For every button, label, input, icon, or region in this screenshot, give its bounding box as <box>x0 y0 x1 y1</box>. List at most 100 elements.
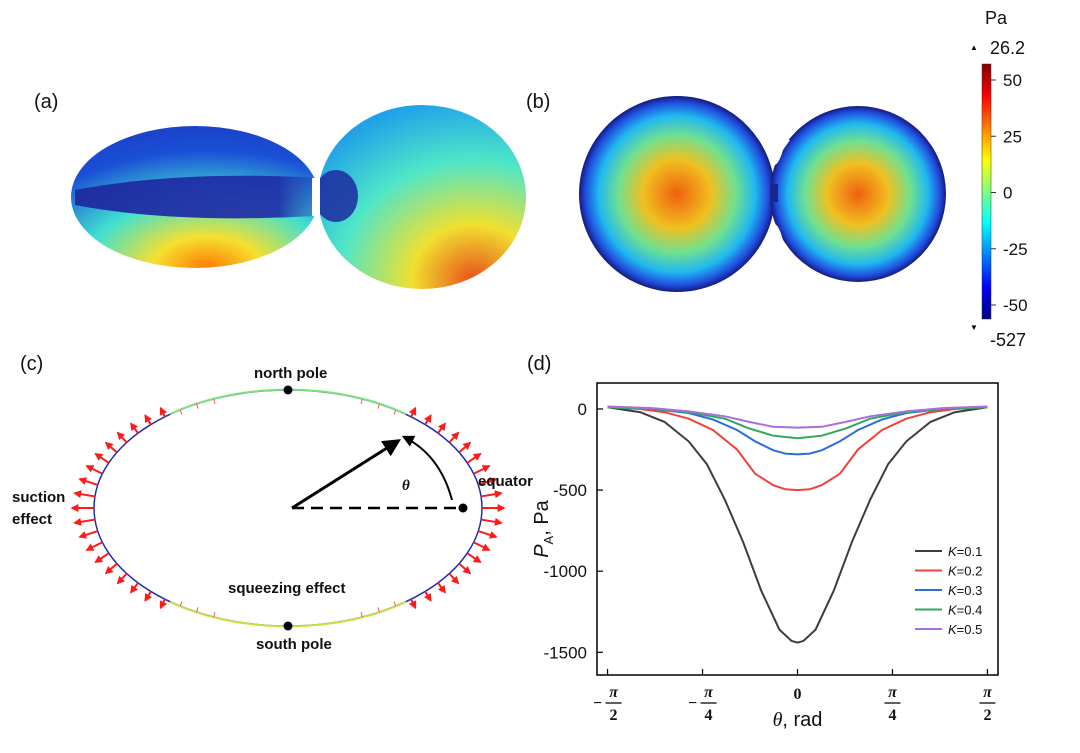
south-pole-label: south pole <box>256 636 332 653</box>
y-tick-label: -1500 <box>544 643 587 662</box>
pressure-arrow <box>73 517 96 526</box>
pressure-arrow <box>437 422 446 434</box>
pressure-arrow <box>377 607 380 613</box>
pressure-arrow <box>196 403 199 409</box>
pressure-arrow <box>393 409 397 415</box>
panel-b-left-lobe <box>579 96 775 292</box>
panel-a-neck-shadow <box>314 170 358 222</box>
legend-label: K=0.4 <box>948 603 982 618</box>
x-tick-label-numerator: π <box>704 684 714 701</box>
x-tick-label: −π 4 <box>688 684 717 724</box>
x-tick-label-denominator: 2 <box>983 707 991 724</box>
x-axis-symbol: θ <box>773 709 783 731</box>
colorbar: Pa ▲ 26.2 50 25 0 -25 -50 ▼ -527 <box>970 8 1028 350</box>
pressure-arrow <box>408 598 417 610</box>
pressure-arrow <box>144 590 153 602</box>
legend-label: K=0.1 <box>948 544 982 559</box>
pressure-arrow <box>360 612 363 618</box>
panel-c-radius-arrow <box>291 439 402 510</box>
pressure-arrow <box>94 552 110 563</box>
x-tick-label: −π 2 <box>593 684 622 724</box>
colorbar-tick-label: 25 <box>1003 127 1022 146</box>
colorbar-max-marker: ▲ <box>970 43 978 52</box>
pressure-arrow <box>116 572 128 585</box>
pressure-arrow <box>377 403 380 409</box>
colorbar-min-marker: ▼ <box>970 323 978 332</box>
pressure-arrow <box>480 517 503 526</box>
panel-a-dark-band <box>75 175 330 219</box>
x-tick-label-numerator: π <box>888 684 898 701</box>
pressure-arrow <box>104 562 118 575</box>
pressure-arrow <box>473 465 491 475</box>
north-pole-point <box>283 385 293 395</box>
pressure-arrow <box>179 601 183 607</box>
pressure-arrow <box>159 406 168 418</box>
suction-label-1: suction <box>12 489 65 506</box>
series-line <box>607 406 988 644</box>
pressure-arrow <box>458 441 472 454</box>
pressure-arrow <box>116 431 128 444</box>
pressure-arrow <box>448 572 460 585</box>
pressure-arrow <box>144 414 153 426</box>
panel-b-neck-top <box>760 140 790 165</box>
series-line <box>607 406 988 492</box>
panel-a-neck-gap <box>312 178 320 216</box>
panel-c: (c) θ north pole south pole equator suct… <box>12 353 533 653</box>
y-tick-label: -1000 <box>544 562 587 581</box>
pressure-arrow <box>179 409 183 415</box>
north-pole-label: north pole <box>254 365 327 382</box>
y-axis-symbol: P <box>531 544 553 558</box>
y-tick-label: 0 <box>578 400 587 419</box>
pressure-arrow <box>423 414 432 426</box>
pressure-arrow <box>78 477 99 486</box>
legend-label: K=0.2 <box>948 564 982 579</box>
pressure-arrow <box>393 601 397 607</box>
pressure-arrow <box>480 490 503 499</box>
panel-b-right-lobe <box>770 106 946 282</box>
x-tick-label-numerator: π <box>609 684 619 701</box>
pressure-arrow <box>473 541 491 551</box>
pressure-arrow <box>477 477 498 486</box>
pressure-arrow <box>85 541 103 551</box>
pressure-arrow <box>196 607 199 613</box>
pressure-arrow <box>466 453 482 464</box>
x-axis-unit: , rad <box>782 709 822 731</box>
pressure-arrow <box>466 552 482 563</box>
pressure-arrow <box>130 582 139 594</box>
panel-b-label: (b) <box>526 91 550 113</box>
pressure-arrow <box>458 562 472 575</box>
y-axis-unit: , Pa <box>531 499 553 535</box>
panel-d-label: (d) <box>527 353 551 375</box>
pressure-arrow <box>477 530 498 539</box>
colorbar-min-value: -527 <box>990 330 1026 350</box>
x-tick-label-sign: − <box>688 695 697 712</box>
pressure-arrow <box>130 422 139 434</box>
x-tick-label-denominator: 4 <box>705 707 713 724</box>
x-tick-label-numerator: π <box>983 684 993 701</box>
equator-point <box>458 503 468 513</box>
x-tick-label-sign: − <box>593 695 602 712</box>
x-tick-label: π2 <box>979 684 996 724</box>
y-axis-title: PA, Pa <box>531 499 556 557</box>
colorbar-tick-label: -25 <box>1003 240 1028 259</box>
panel-a-right-lobe <box>318 105 526 289</box>
y-axis-subscript: A <box>541 535 556 544</box>
equator-label: equator <box>478 473 533 490</box>
series-line <box>607 406 988 456</box>
pressure-arrow <box>213 398 216 404</box>
x-tick-label: 0 <box>794 686 802 703</box>
panel-c-label: (c) <box>20 353 43 375</box>
legend-label: K=0.3 <box>948 583 982 598</box>
series-line <box>607 405 988 429</box>
colorbar-tick-label: 0 <box>1003 184 1012 203</box>
colorbar-ticks: 50 25 0 -25 -50 <box>991 71 1028 315</box>
suction-label-2: effect <box>12 511 52 528</box>
pressure-arrow <box>213 612 216 618</box>
x-tick-label-denominator: 4 <box>888 707 896 724</box>
legend-label: K=0.5 <box>948 622 982 637</box>
colorbar-tick-label: -50 <box>1003 296 1028 315</box>
pressure-arrow <box>448 431 460 444</box>
